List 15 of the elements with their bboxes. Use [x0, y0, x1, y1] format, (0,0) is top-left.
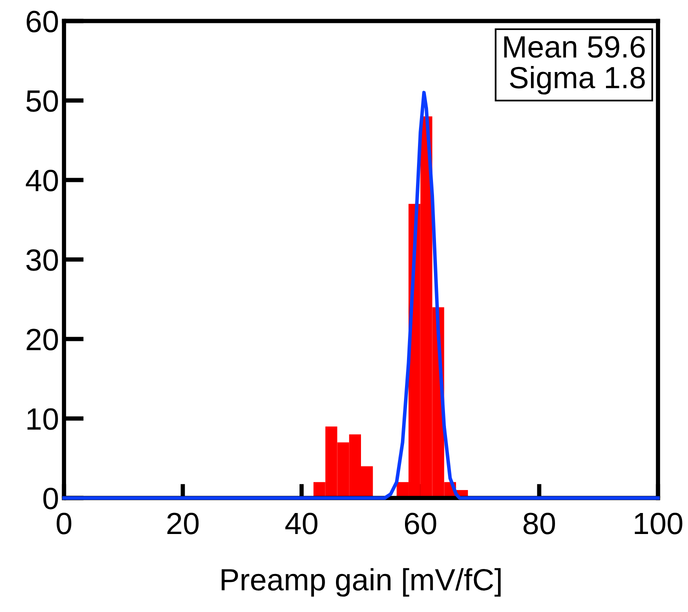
x-tick-label: 0	[56, 512, 72, 534]
x-tick-label: 80	[524, 512, 555, 534]
y-tick-label: 10	[27, 408, 58, 430]
x-tick-label: 20	[167, 512, 199, 534]
y-tick-label: 40	[26, 170, 58, 192]
y-tick-label: 30	[26, 249, 58, 271]
annotation: Mean 59.6 Sigma 1.8	[504, 36, 645, 94]
x-tick-label: 60	[404, 512, 436, 534]
x-axis-title: Preamp gain [mV/fC]	[222, 568, 501, 597]
y-tick-label: 20	[26, 328, 58, 350]
y-tick-label: 0	[43, 488, 58, 510]
x-tick-label: 100	[634, 512, 682, 534]
y-tick-label: 50	[26, 90, 58, 112]
x-tick-label: 40	[285, 512, 318, 534]
y-tick-label: 60	[26, 10, 58, 32]
